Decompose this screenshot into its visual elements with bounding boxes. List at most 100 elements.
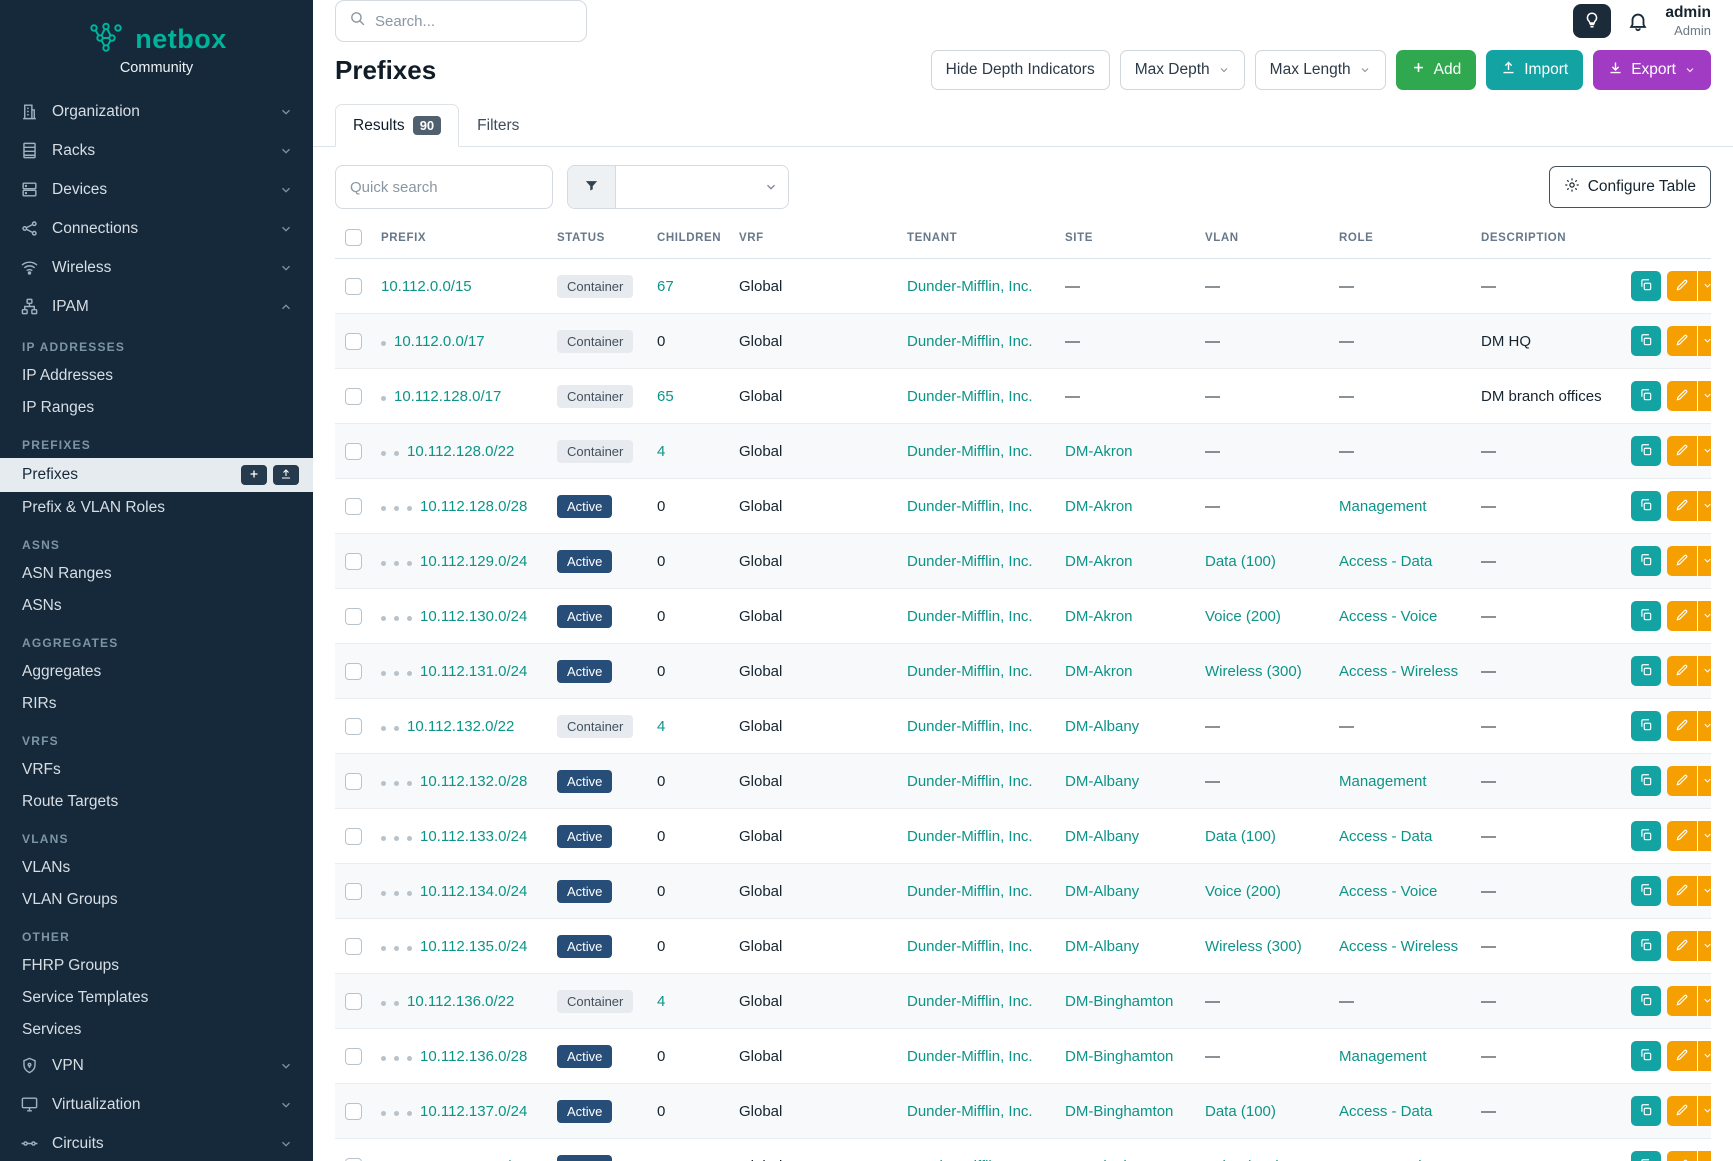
quick-search-input[interactable] <box>335 165 553 209</box>
tenant-link[interactable]: Dunder-Mifflin, Inc. <box>907 497 1033 515</box>
import-button[interactable]: Import <box>1486 50 1584 90</box>
tenant-link[interactable]: Dunder-Mifflin, Inc. <box>907 937 1033 955</box>
prefix-link[interactable]: 10.112.128.0/22 <box>407 442 515 460</box>
sidebar-item-vrfs[interactable]: VRFs <box>22 761 61 778</box>
edit-button[interactable] <box>1667 491 1697 521</box>
site-link[interactable]: DM-Albany <box>1065 937 1140 955</box>
vlan-link[interactable]: Data (100) <box>1205 552 1276 570</box>
notifications-bell-icon[interactable] <box>1627 10 1649 32</box>
edit-dropdown-button[interactable] <box>1698 1096 1711 1126</box>
column-header-vlan[interactable]: VLAN <box>1195 217 1329 259</box>
role-link[interactable]: Management <box>1339 1047 1427 1065</box>
row-checkbox[interactable] <box>345 992 362 1010</box>
role-link[interactable]: Access - Wireless <box>1339 937 1459 955</box>
sidebar-item-circuits[interactable]: Circuits <box>0 1124 313 1161</box>
row-checkbox[interactable] <box>345 552 362 570</box>
theme-toggle-button[interactable] <box>1573 4 1612 38</box>
select-all-checkbox[interactable] <box>345 229 362 246</box>
edit-button[interactable] <box>1667 821 1697 851</box>
edit-button[interactable] <box>1667 326 1697 356</box>
prefix-link[interactable]: 10.112.137.0/24 <box>420 1102 528 1120</box>
row-checkbox[interactable] <box>345 442 362 460</box>
prefix-link[interactable]: 10.112.132.0/22 <box>407 717 515 735</box>
site-link[interactable]: DM-Albany <box>1065 717 1140 735</box>
edit-dropdown-button[interactable] <box>1698 271 1711 301</box>
role-link[interactable]: Management <box>1339 497 1427 515</box>
tab-results[interactable]: Results 90 <box>335 104 460 147</box>
hide-depth-indicators-button[interactable]: Hide Depth Indicators <box>930 50 1110 90</box>
prefix-link[interactable]: 10.112.130.0/24 <box>420 607 528 625</box>
clone-button[interactable] <box>1631 546 1661 576</box>
edit-button[interactable] <box>1667 656 1697 686</box>
edit-button[interactable] <box>1667 931 1697 961</box>
prefix-link[interactable]: 10.112.136.0/28 <box>420 1047 528 1065</box>
tenant-link[interactable]: Dunder-Mifflin, Inc. <box>907 662 1033 680</box>
sidebar-item-prefixes[interactable]: Prefixes <box>0 458 313 492</box>
column-header-vrf[interactable]: VRF <box>729 217 897 259</box>
clone-button[interactable] <box>1631 271 1661 301</box>
row-checkbox[interactable] <box>345 937 362 955</box>
tenant-link[interactable]: Dunder-Mifflin, Inc. <box>907 387 1033 405</box>
column-header-status[interactable]: STATUS <box>547 217 647 259</box>
row-checkbox[interactable] <box>345 1157 362 1161</box>
row-checkbox[interactable] <box>345 277 362 295</box>
prefix-link[interactable]: 10.112.134.0/24 <box>420 882 528 900</box>
tab-filters[interactable]: Filters <box>477 117 520 134</box>
sidebar-item-service-templates[interactable]: Service Templates <box>22 989 149 1006</box>
prefix-link[interactable]: 10.112.129.0/24 <box>420 552 528 570</box>
prefix-link[interactable]: 10.112.135.0/24 <box>420 937 528 955</box>
tenant-link[interactable]: Dunder-Mifflin, Inc. <box>907 607 1033 625</box>
export-button[interactable]: Export <box>1593 50 1711 90</box>
global-search-input[interactable] <box>375 12 574 30</box>
prefix-link[interactable]: 10.112.138.0/24 <box>420 1158 527 1161</box>
site-link[interactable]: DM-Binghamton <box>1065 1158 1173 1161</box>
column-header-role[interactable]: ROLE <box>1329 217 1471 259</box>
children-count-link[interactable]: 4 <box>657 442 666 460</box>
tenant-link[interactable]: Dunder-Mifflin, Inc. <box>907 1158 1033 1161</box>
clone-button[interactable] <box>1631 821 1661 851</box>
sidebar-item-organization[interactable]: Organization <box>0 92 313 131</box>
prefix-link[interactable]: 10.112.133.0/24 <box>420 827 528 845</box>
tenant-link[interactable]: Dunder-Mifflin, Inc. <box>907 1102 1033 1120</box>
site-link[interactable]: DM-Akron <box>1065 662 1133 680</box>
vlan-link[interactable]: Wireless (300) <box>1205 662 1302 680</box>
sidebar-item-fhrp-groups[interactable]: FHRP Groups <box>22 957 120 974</box>
edit-button[interactable] <box>1667 601 1697 631</box>
edit-dropdown-button[interactable] <box>1698 491 1711 521</box>
row-checkbox[interactable] <box>345 332 362 350</box>
edit-button[interactable] <box>1667 1041 1697 1071</box>
sidebar-item-vlans[interactable]: VLANs <box>22 859 71 876</box>
clone-button[interactable] <box>1631 656 1661 686</box>
saved-filter-select[interactable] <box>616 166 788 208</box>
role-link[interactable]: Access - Data <box>1339 1102 1433 1120</box>
children-count-link[interactable]: 67 <box>657 277 674 295</box>
role-link[interactable]: Management <box>1339 772 1427 790</box>
clone-button[interactable] <box>1631 876 1661 906</box>
edit-dropdown-button[interactable] <box>1698 326 1711 356</box>
vlan-link[interactable]: Voice (200) <box>1205 1158 1281 1161</box>
edit-dropdown-button[interactable] <box>1698 986 1711 1016</box>
quick-import-button[interactable] <box>273 465 299 485</box>
vlan-link[interactable]: Voice (200) <box>1205 607 1281 625</box>
site-link[interactable]: DM-Albany <box>1065 882 1140 900</box>
edit-button[interactable] <box>1667 1096 1697 1126</box>
clone-button[interactable] <box>1631 986 1661 1016</box>
edit-dropdown-button[interactable] <box>1698 1151 1711 1161</box>
clone-button[interactable] <box>1631 931 1661 961</box>
sidebar-item-virtualization[interactable]: Virtualization <box>0 1085 313 1124</box>
add-button[interactable]: Add <box>1395 50 1477 90</box>
row-checkbox[interactable] <box>345 1102 362 1120</box>
site-link[interactable]: DM-Albany <box>1065 827 1140 845</box>
site-link[interactable]: DM-Binghamton <box>1065 1047 1174 1065</box>
role-link[interactable]: Access - Data <box>1339 827 1433 845</box>
prefix-link[interactable]: 10.112.0.0/15 <box>381 277 472 295</box>
global-search[interactable] <box>335 0 587 42</box>
sidebar-item-vpn[interactable]: VPN <box>0 1046 313 1085</box>
row-checkbox[interactable] <box>345 497 362 515</box>
edit-button[interactable] <box>1667 436 1697 466</box>
children-count-link[interactable]: 4 <box>657 717 666 735</box>
row-checkbox[interactable] <box>345 882 362 900</box>
column-header-site[interactable]: SITE <box>1055 217 1195 259</box>
prefix-link[interactable]: 10.112.131.0/24 <box>420 662 528 680</box>
edit-dropdown-button[interactable] <box>1698 711 1711 741</box>
